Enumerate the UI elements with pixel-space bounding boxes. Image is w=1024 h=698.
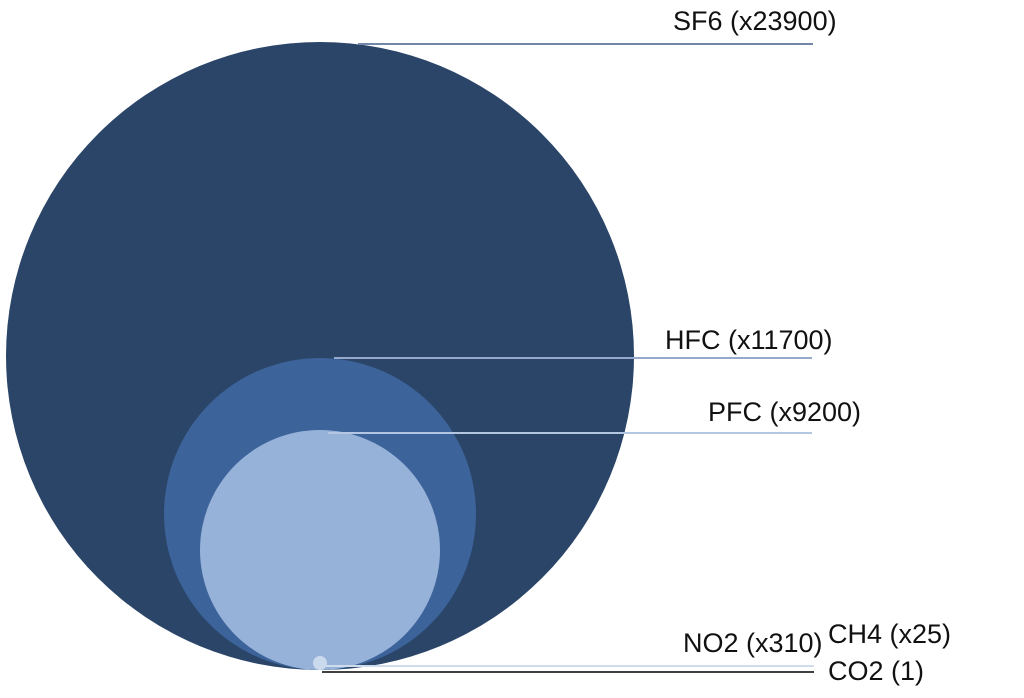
leader-line-hfc bbox=[334, 357, 812, 359]
label-hfc: HFC (x11700) bbox=[665, 325, 833, 355]
label-pfc: PFC (x9200) bbox=[708, 397, 862, 427]
leader-line-pfc bbox=[328, 432, 812, 434]
leader-line-no2 bbox=[326, 665, 814, 667]
circle-no2 bbox=[313, 656, 327, 670]
label-co2: CO2 (1) bbox=[828, 656, 925, 686]
label-sf6: SF6 (x23900) bbox=[673, 6, 837, 36]
label-ch4: CH4 (x25) bbox=[828, 619, 952, 649]
leader-line-co2 bbox=[322, 671, 814, 673]
label-no2: NO2 (x310) bbox=[683, 628, 823, 658]
leader-line-sf6 bbox=[358, 43, 813, 45]
circle-pfc bbox=[200, 430, 440, 670]
